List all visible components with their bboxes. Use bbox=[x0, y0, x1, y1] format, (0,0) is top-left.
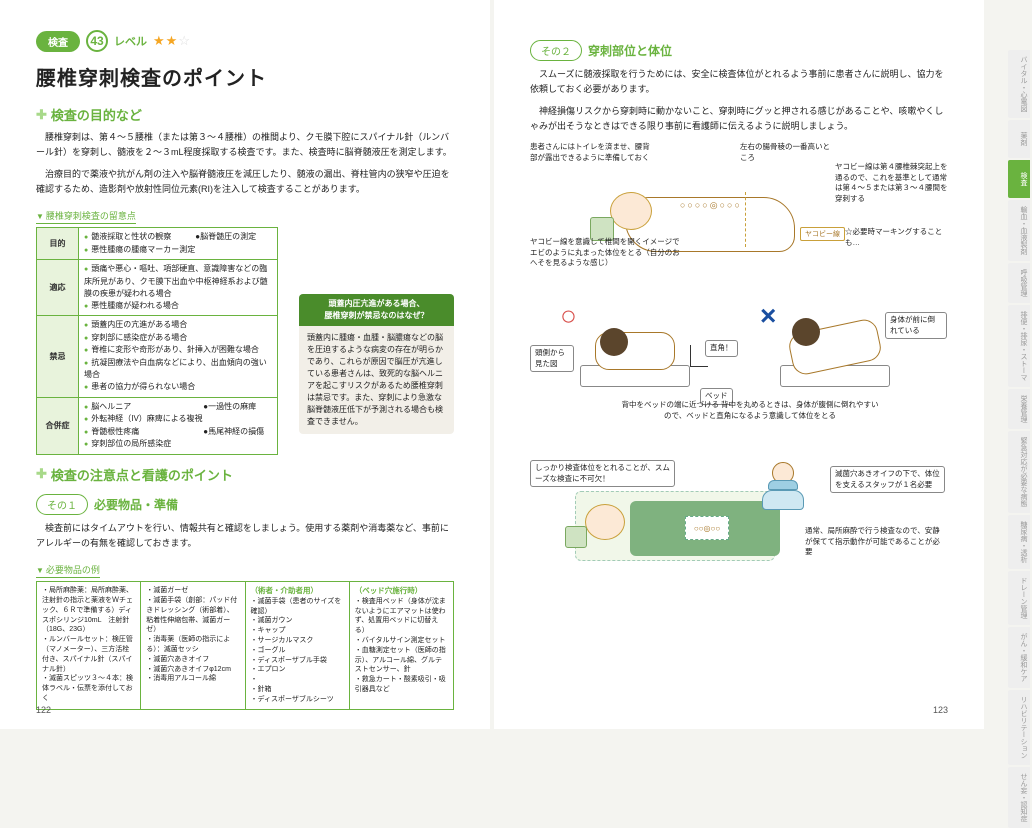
note-hd-l1: 頭蓋内圧亢進がある場合、 bbox=[329, 299, 425, 308]
sub2-title: 穿刺部位と体位 bbox=[588, 42, 672, 59]
table-row-head: 禁忌 bbox=[37, 316, 79, 398]
item-number: 43 bbox=[86, 30, 108, 52]
side-tab[interactable]: 薬剤 bbox=[1008, 120, 1030, 158]
fig2-callout-5: 背中をベッドの端に近づける 背中を丸めるときは、身体が腹側に倒れやすいので、ベッ… bbox=[620, 400, 880, 421]
sub1-p1: 検査前にはタイムアウトを行い、情報共有と確認をしましょう。使用する薬剤や消毒薬な… bbox=[36, 521, 454, 552]
fig2-callout-2: 直角！ bbox=[705, 340, 738, 357]
supplies-cell: 滅菌ガーゼ滅菌手袋（創部：パッド付きドレッシング（術部着）、粘着性伸縮包帯、滅菌… bbox=[141, 582, 245, 709]
patient-head bbox=[610, 192, 652, 230]
nurse-figure bbox=[760, 462, 806, 508]
fig1-callout-5: ☆必要時マーキングすることも… bbox=[845, 227, 945, 248]
category-pill: 検査 bbox=[36, 31, 80, 52]
sub2-p2: 神経損傷リスクから穿刺時に動かないこと、穿刺時にグッと押される感じがあることや、… bbox=[530, 104, 948, 135]
supplies-table: 局所麻酔薬：局所麻酔薬、注射針の指示と薬液をＷチェック、６Ｒで準備する）ディスポ… bbox=[36, 581, 454, 709]
fig1-callout-1: 患者さんにはトイレを済ませ、腰背部が露出できるように準備しておく bbox=[530, 142, 650, 163]
side-tab[interactable]: 糖尿病・透析 bbox=[1008, 515, 1030, 569]
sub1-heading-row: その１ 必要物品・準備 bbox=[36, 494, 454, 515]
page-number-right: 123 bbox=[933, 705, 948, 715]
sub2-heading-row: その２ 穿刺部位と体位 bbox=[530, 40, 948, 61]
sub2-p1: スムーズに髄液採取を行うためには、安全に検査体位がとれるよう事前に患者さんに説明… bbox=[530, 67, 948, 98]
note-body: 頭蓋内に腫瘍・血腫・脳膿瘍などの脳を圧迫するような病変の存在が明らかであり、これ… bbox=[299, 326, 454, 434]
table-row-cell: 脳ヘルニア ●一過性の麻痺外転神経（IV）麻痺による複視脊髄根性疼痛 ●馬尾神経… bbox=[79, 397, 278, 454]
wrong-mark: × bbox=[760, 300, 776, 332]
side-tab[interactable]: 検査 bbox=[1008, 160, 1030, 198]
purpose-p2: 治療目的で薬液や抗がん剤の注入や脳脊髄液圧を減圧したり、髄液の漏出、脊柱管内の狭… bbox=[36, 167, 454, 198]
side-tab[interactable]: 輸血・血液製剤 bbox=[1008, 200, 1030, 261]
side-tab[interactable]: リハビリテーション bbox=[1008, 690, 1030, 765]
page-title: 腰椎穿刺検査のポイント bbox=[36, 62, 454, 91]
figure-top-view: ○ × 頭側から見た図 直角！ ベッド 身体が前に倒れている 背中をベッドの端に… bbox=[530, 300, 948, 450]
correct-mark: ○ bbox=[560, 300, 577, 332]
table-row-head: 適応 bbox=[37, 260, 79, 316]
sub2-pill: その２ bbox=[530, 40, 582, 61]
side-tab[interactable]: バイタル・心電図 bbox=[1008, 50, 1030, 118]
note-heading: 頭蓋内圧亢進がある場合、 腰椎穿刺が禁忌なのはなぜ？ bbox=[299, 294, 454, 326]
side-tab[interactable]: せん妄・認知症 bbox=[1008, 767, 1030, 828]
purpose-p1: 腰椎穿刺は、第４〜５腰椎（または第３〜４腰椎）の椎間より、クモ膜下腔にスパイナル… bbox=[36, 130, 454, 161]
side-tab-strip: バイタル・心電図薬剤検査輸血・血液製剤呼吸管理排便・排尿・ストーマ栄養管理緊急対… bbox=[1008, 50, 1030, 828]
patient-head-3 bbox=[585, 504, 625, 540]
side-tab[interactable]: 栄養管理 bbox=[1008, 389, 1030, 429]
head-correct bbox=[600, 328, 628, 356]
fig3-callout-1: しっかり検査体位をとれることが、スムーズな検査に不可欠！ bbox=[530, 460, 675, 487]
chapter-header: 検査 43 レベル ★★☆ bbox=[36, 30, 454, 52]
supplies-cell: （術者・介助者用）滅菌手袋（患者のサイズを確認）滅菌ガウンキャップサージカルマス… bbox=[245, 582, 349, 709]
sub1-pill: その１ bbox=[36, 494, 88, 515]
side-tab[interactable]: 排便・排尿・ストーマ bbox=[1008, 305, 1030, 387]
head-wrong bbox=[792, 318, 820, 346]
caution-table: 目的髄液採取と性状の観察 ●脳脊髄圧の測定悪性腫瘍の腫瘍マーカー測定適応頭痛や悪… bbox=[36, 227, 278, 455]
fig3-callout-3: 通常、局所麻酔で行う検査なので、安静が保てて指示動作が可能であることが必要 bbox=[805, 526, 945, 558]
section-purpose-heading: 検査の目的など bbox=[36, 105, 454, 124]
tbl1-title: 腰椎穿刺検査の留意点 bbox=[36, 209, 136, 224]
why-note-box: 頭蓋内圧亢進がある場合、 腰椎穿刺が禁忌なのはなぜ？ 頭蓋内に腫瘍・血腫・脳膿瘍… bbox=[299, 294, 454, 434]
pillow-icon-3 bbox=[565, 526, 587, 548]
section-care-heading: 検査の注意点と看護のポイント bbox=[36, 465, 454, 484]
side-tab[interactable]: 緊急対応が必要な病態 bbox=[1008, 431, 1030, 513]
level-stars: ★★☆ bbox=[153, 33, 191, 49]
sub1-title: 必要物品・準備 bbox=[94, 496, 178, 513]
page-spread: 検査 43 レベル ★★☆ 腰椎穿刺検査のポイント 検査の目的など 腰椎穿刺は、… bbox=[0, 0, 1032, 729]
jacoby-line bbox=[745, 192, 746, 247]
supplies-cell: 局所麻酔薬：局所麻酔薬、注射針の指示と薬液をＷチェック、６Ｒで準備する）ディスポ… bbox=[37, 582, 141, 709]
spine-dots: ○○○○◎○○○ bbox=[680, 200, 742, 211]
table-row-cell: 髄液採取と性状の観察 ●脳脊髄圧の測定悪性腫瘍の腫瘍マーカー測定 bbox=[79, 228, 278, 260]
table-row-head: 目的 bbox=[37, 228, 79, 260]
supplies-cell: （ベッド穴施行時）検査用ベッド（身体が沈まないようにエアマットは使わず、処置用ベ… bbox=[349, 582, 453, 709]
supplies-title: 必要物品の例 bbox=[36, 563, 100, 578]
side-tab[interactable]: 呼吸管理 bbox=[1008, 263, 1030, 303]
note-hd-l2: 腰椎穿刺が禁忌なのはなぜ？ bbox=[325, 311, 429, 320]
fig2-callout-4: 身体が前に倒れている bbox=[885, 312, 947, 339]
fig2-callout-1: 頭側から見た図 bbox=[530, 345, 574, 372]
figure-assist: ○○◎○○ しっかり検査体位をとれることが、スムーズな検査に不可欠！ 滅菌穴あき… bbox=[530, 456, 948, 626]
fig3-callout-2: 滅菌穴あきオイフの下で、体位を支えるスタッフが１名必要 bbox=[830, 466, 945, 493]
puncture-window: ○○◎○○ bbox=[685, 516, 729, 540]
page-left: 検査 43 レベル ★★☆ 腰椎穿刺検査のポイント 検査の目的など 腰椎穿刺は、… bbox=[0, 0, 490, 729]
table-row-cell: 頭蓋内圧の亢進がある場合穿刺部に感染症がある場合脊椎に変形や奇形があり、針挿入が… bbox=[79, 316, 278, 398]
side-tab[interactable]: がん・緩和ケア bbox=[1008, 627, 1030, 688]
page-right: その２ 穿刺部位と体位 スムーズに髄液採取を行うためには、安全に検査体位がとれる… bbox=[494, 0, 984, 729]
page-number-left: 122 bbox=[36, 705, 51, 715]
level-label: レベル bbox=[114, 33, 147, 49]
table-row-cell: 頭痛や悪心・嘔吐、項部硬直、意識障害などの臨床所見があり、クモ膜下出血や中枢神経… bbox=[79, 260, 278, 316]
fig1-callout-3: ヤコビー線は第４腰椎棘突起上を通るので、これを基準として通常は第４〜５または第３… bbox=[835, 162, 950, 204]
side-tab[interactable]: ドレーン管理 bbox=[1008, 571, 1030, 625]
fig1-callout-2: 左右の腸骨稜の一番高いところ bbox=[740, 142, 830, 163]
jacoby-label: ヤコビー線 bbox=[800, 227, 845, 241]
table-row-head: 合併症 bbox=[37, 397, 79, 454]
fig1-callout-4: ヤコビー線を意識して椎間を開くイメージでエビのように丸まった体位をとる（自分のお… bbox=[530, 237, 685, 269]
figure-lateral-position: ○○○○◎○○○ ヤコビー線 患者さんにはトイレを済ませ、腰背部が露出できるよう… bbox=[530, 142, 948, 292]
